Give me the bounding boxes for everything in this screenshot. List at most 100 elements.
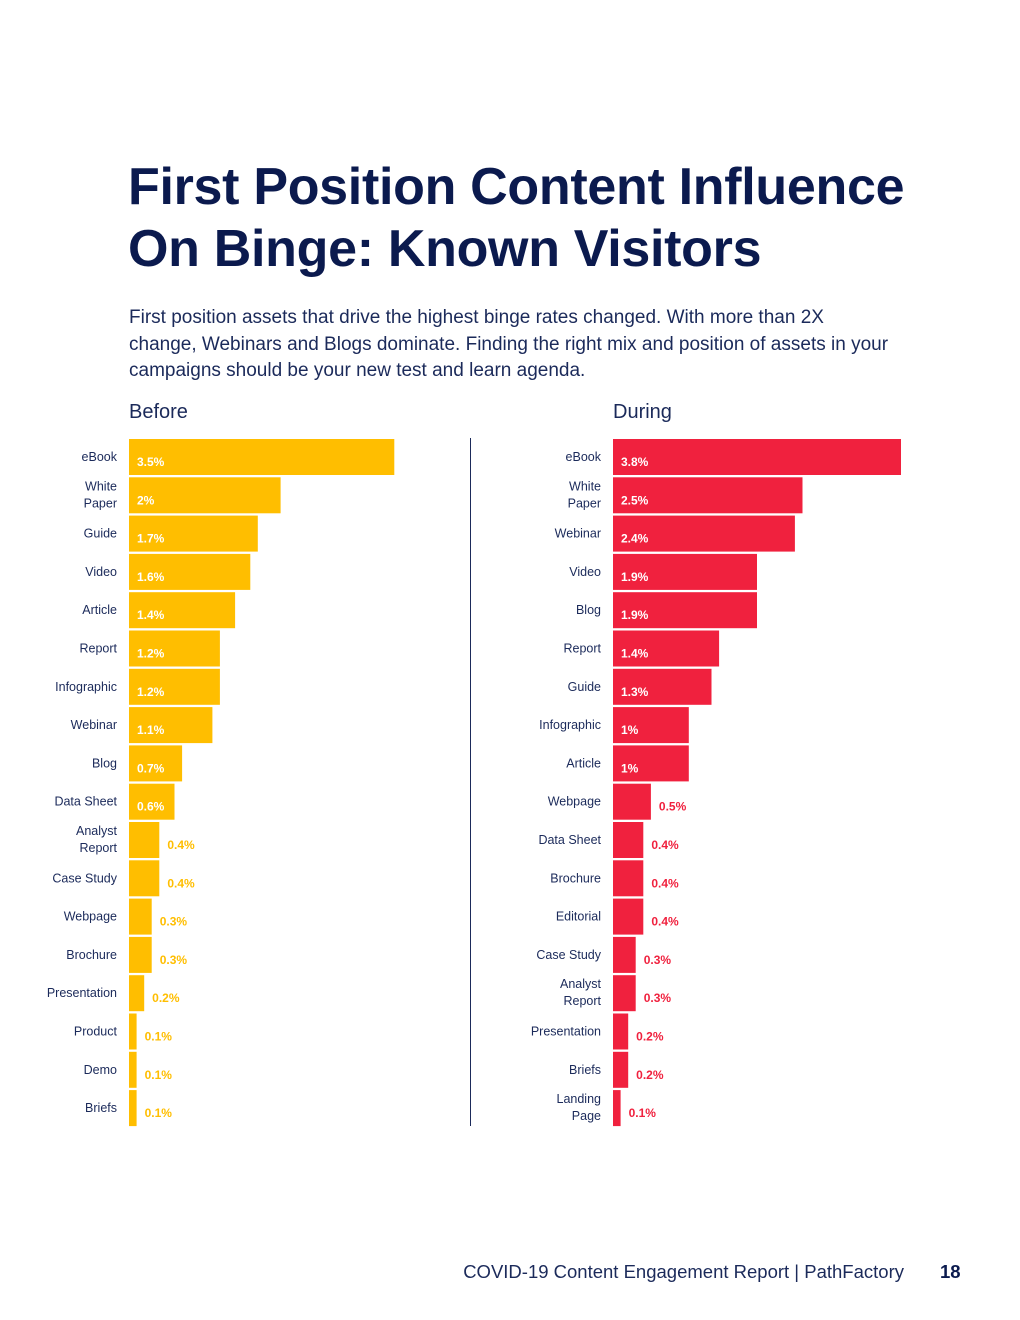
during-value-label: 0.3%: [644, 991, 672, 1005]
before-value-label: 1.7%: [137, 532, 165, 546]
before-category-label: White Paper: [84, 479, 117, 510]
before-category-label: Case Study: [52, 871, 117, 885]
before-category-label: Webinar: [71, 718, 117, 732]
before-category-label: eBook: [82, 450, 118, 464]
before-value-label: 1.4%: [137, 608, 165, 622]
during-category-label: Blog: [576, 603, 601, 617]
during-value-label: 2.4%: [621, 532, 649, 546]
during-category-label: Brochure: [550, 871, 601, 885]
during-category-label: Webpage: [548, 795, 601, 809]
before-bar-report: [129, 630, 220, 667]
during-value-label: 1.4%: [621, 647, 649, 661]
before-bar-video: [129, 553, 251, 590]
during-value-label: 0.4%: [651, 838, 679, 852]
before-value-label: 1.2%: [137, 685, 165, 699]
chart-divider: [470, 438, 471, 1126]
during-bar-briefs: [613, 1051, 629, 1088]
before-value-label: 0.3%: [160, 915, 188, 929]
before-category-label: Video: [85, 565, 117, 579]
before-value-label: 1.6%: [137, 570, 165, 584]
before-bar-case-study: [129, 860, 160, 897]
during-category-label: Video: [569, 565, 601, 579]
during-bar-white-paper: [613, 477, 803, 514]
during-value-label: 1.9%: [621, 608, 649, 622]
during-bar-guide: [613, 668, 712, 705]
during-category-label: White Paper: [568, 479, 601, 510]
during-category-label: Data Sheet: [538, 833, 601, 847]
during-value-label: 0.3%: [644, 953, 672, 967]
before-bar-blog: [129, 745, 183, 782]
during-bar-webpage: [613, 783, 651, 820]
page-number: 18: [940, 1261, 961, 1282]
before-category-label: Product: [74, 1025, 118, 1039]
during-bar-editorial: [613, 898, 644, 935]
before-value-label: 0.3%: [160, 953, 188, 967]
before-bar-webpage: [129, 898, 152, 935]
during-value-label: 2.5%: [621, 493, 649, 507]
during-category-label: Case Study: [536, 948, 601, 962]
during-category-label: Editorial: [556, 910, 601, 924]
during-value-label: 3.8%: [621, 455, 649, 469]
before-value-label: 0.1%: [145, 1068, 173, 1082]
during-value-label: 1.9%: [621, 570, 649, 584]
before-bar-product: [129, 1013, 137, 1050]
before-bar-demo: [129, 1051, 137, 1088]
before-bar-chart: 3.5% eBook 2% White Paper 1.7% Guide 1.6% Video 1…: [47, 439, 395, 1127]
before-category-label: Brochure: [66, 948, 117, 962]
during-bar-article: [613, 745, 689, 782]
during-category-label: Guide: [568, 680, 601, 694]
before-value-label: 0.2%: [152, 991, 180, 1005]
during-category-label: eBook: [566, 450, 602, 464]
during-bar-blog: [613, 592, 757, 629]
before-bar-infographic: [129, 668, 220, 705]
during-bar-video: [613, 553, 757, 590]
during-category-label: Presentation: [531, 1025, 601, 1039]
during-value-label: 0.2%: [636, 1030, 664, 1044]
before-category-label: Presentation: [47, 986, 117, 1000]
during-value-label: 0.4%: [651, 876, 679, 890]
during-bar-analyst-report: [613, 975, 636, 1012]
during-value-label: 0.5%: [659, 800, 687, 814]
during-bar-landing-page: [613, 1090, 621, 1127]
during-category-label: Report: [563, 642, 601, 656]
during-value-label: 0.4%: [651, 915, 679, 929]
before-category-label: Report: [79, 642, 117, 656]
before-category-label: Briefs: [85, 1101, 117, 1115]
before-chart-title: Before: [129, 401, 188, 423]
footer-report-title: COVID-19 Content Engagement Report | Pat…: [463, 1261, 904, 1282]
during-value-label: 1.3%: [621, 685, 649, 699]
before-bar-ebook: [129, 439, 395, 475]
before-bar-brochure: [129, 936, 152, 973]
page-footer: COVID-19 Content Engagement Report | Pat…: [0, 1261, 1020, 1287]
before-bar-white-paper: [129, 477, 281, 514]
during-bar-presentation: [613, 1013, 629, 1050]
before-bar-article: [129, 592, 236, 629]
before-category-label: Webpage: [64, 910, 117, 924]
during-bar-webinar: [613, 515, 795, 552]
before-bar-presentation: [129, 975, 145, 1012]
during-bar-chart: 3.8% eBook 2.5% White Paper 2.4% Webinar 1.9% Vi…: [531, 439, 901, 1127]
before-value-label: 0.1%: [145, 1106, 173, 1120]
before-bar-webinar: [129, 707, 213, 744]
before-category-label: Data Sheet: [54, 795, 117, 809]
during-value-label: 1%: [621, 761, 639, 775]
before-value-label: 0.4%: [167, 876, 195, 890]
during-category-label: Webinar: [555, 527, 601, 541]
during-category-label: Analyst Report: [560, 977, 602, 1008]
before-category-label: Analyst Report: [76, 824, 118, 855]
intro-paragraph: First position assets that drive the hig…: [129, 307, 889, 381]
before-value-label: 0.7%: [137, 761, 165, 775]
during-bar-case-study: [613, 936, 636, 973]
before-category-label: Guide: [84, 527, 117, 541]
before-value-label: 0.1%: [145, 1030, 173, 1044]
during-bar-infographic: [613, 707, 689, 744]
page-title-line-2: On Binge: Known Visitors: [128, 220, 762, 278]
before-value-label: 3.5%: [137, 455, 165, 469]
before-bar-data-sheet: [129, 783, 175, 820]
before-bar-analyst-report: [129, 822, 160, 858]
during-value-label: 0.1%: [629, 1106, 657, 1120]
before-value-label: 1.2%: [137, 647, 165, 661]
before-value-label: 2%: [137, 493, 155, 507]
during-value-label: 1%: [621, 723, 639, 737]
page-title-line-1: First Position Content Influence: [128, 158, 905, 216]
